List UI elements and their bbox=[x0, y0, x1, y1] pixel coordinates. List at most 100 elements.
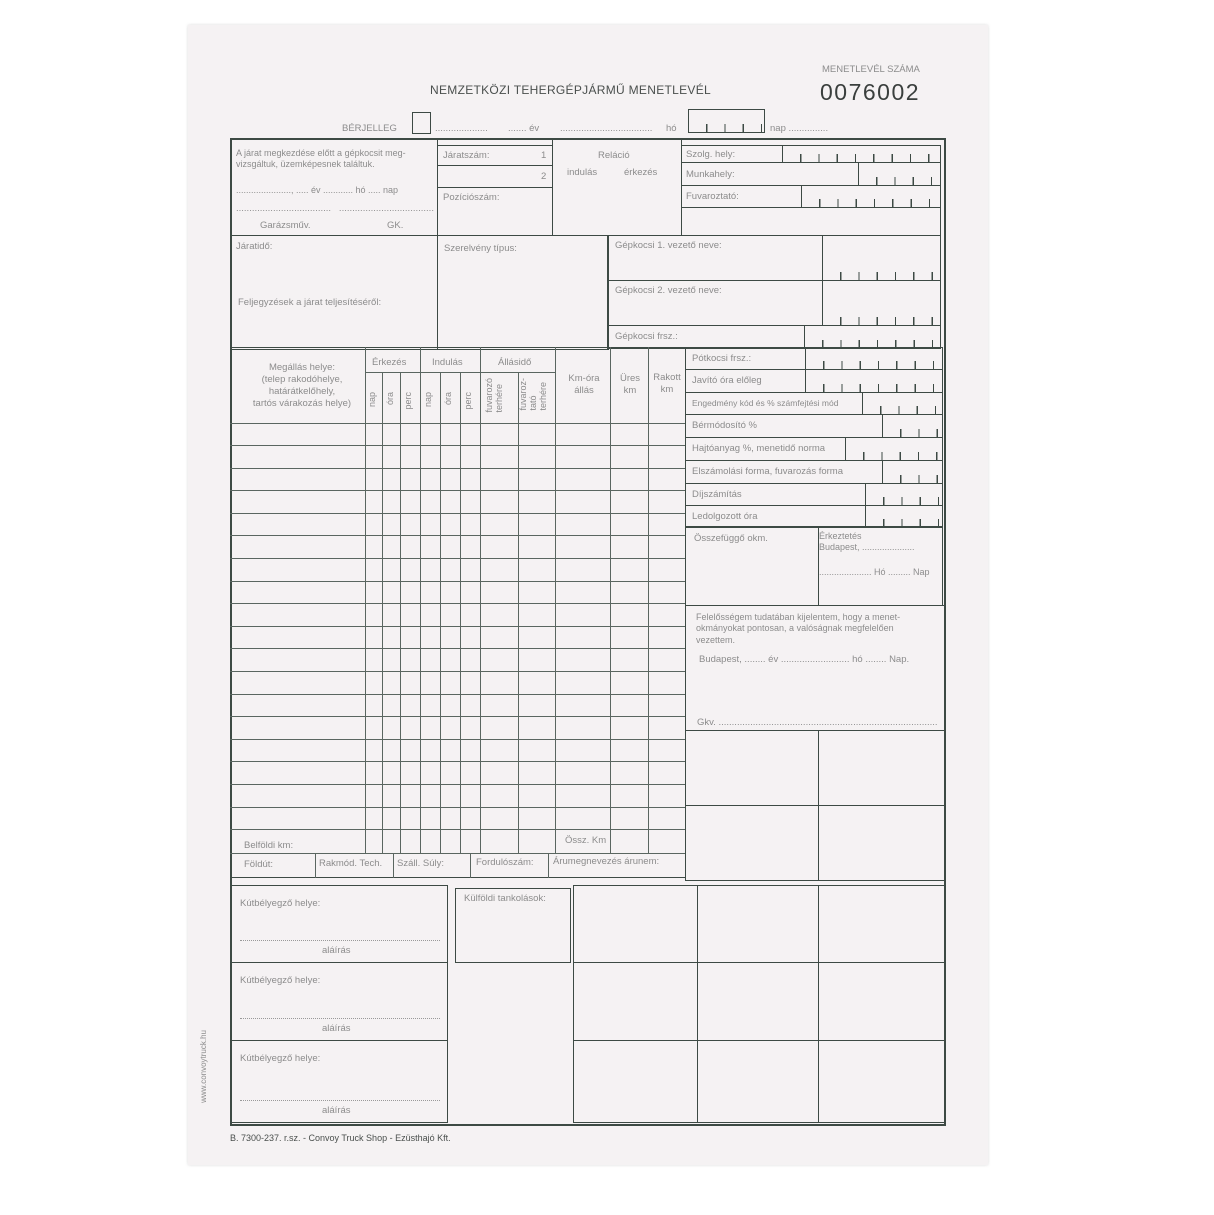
blank-cell[interactable] bbox=[685, 805, 819, 881]
table-row[interactable] bbox=[230, 467, 686, 469]
month-code-box[interactable] bbox=[688, 109, 765, 133]
column-line bbox=[548, 853, 549, 878]
stamp-cell[interactable] bbox=[697, 1040, 819, 1123]
form-number: 0076002 bbox=[820, 79, 921, 105]
kutbelyegzo-cell[interactable] bbox=[230, 1040, 448, 1123]
table-row[interactable] bbox=[230, 580, 686, 582]
right-field-label: Bérmódosító % bbox=[692, 420, 757, 431]
table-row[interactable] bbox=[230, 716, 686, 718]
column-line bbox=[420, 347, 421, 853]
erkezes-header: Érkezés bbox=[372, 357, 407, 368]
indulas-label: indulás bbox=[567, 167, 598, 178]
code-box[interactable] bbox=[804, 325, 941, 349]
table-row[interactable] bbox=[230, 829, 686, 831]
foldut-label: Földút: bbox=[244, 859, 274, 870]
stamp-cell[interactable] bbox=[573, 885, 698, 963]
szall-suly-label: Száll. Súly: bbox=[397, 858, 444, 869]
code-box[interactable] bbox=[862, 392, 943, 415]
table-row[interactable] bbox=[230, 490, 686, 492]
footer-text: B. 7300-237. r.sz. - Convoy Truck Shop -… bbox=[230, 1133, 451, 1143]
stamp-cell[interactable] bbox=[573, 962, 698, 1041]
code-box[interactable] bbox=[805, 347, 943, 370]
code-box[interactable] bbox=[801, 185, 941, 208]
aru-label: Árumegnevezés árunem: bbox=[553, 856, 660, 867]
code-box[interactable] bbox=[865, 483, 943, 506]
table-row[interactable] bbox=[230, 558, 686, 559]
kulfoldi-label: Külföldi tankolások: bbox=[464, 893, 546, 904]
right-field-label: Hajtóanyag %, menetidő norma bbox=[692, 443, 826, 454]
right-field-label: Elszámolási forma, fuvarozás forma bbox=[692, 466, 843, 477]
month-label: hó bbox=[666, 123, 677, 134]
stamp-cell[interactable] bbox=[818, 885, 945, 963]
ures-header: Üres km bbox=[619, 373, 641, 396]
ind-ora: óra bbox=[443, 392, 453, 406]
signature-line bbox=[240, 940, 440, 941]
fill-line: .................... bbox=[435, 123, 488, 134]
ind-perc: perc bbox=[463, 392, 473, 410]
stamp-cell[interactable] bbox=[818, 962, 945, 1041]
side-url: www.convoytruck.hu bbox=[199, 1030, 208, 1103]
fuvarozo-terhere: fuvarozó terhére bbox=[484, 378, 504, 413]
table-row[interactable] bbox=[230, 625, 686, 627]
feljegyzesek-label: Feljegyzések a járat teljesítéséről: bbox=[238, 297, 382, 308]
szerelveny-cell[interactable] bbox=[437, 235, 609, 350]
kmora-header: Km-óra állás bbox=[568, 373, 600, 396]
inspection-date: ......................, ..... év .......… bbox=[236, 185, 399, 195]
alairas-label: aláírás bbox=[322, 1023, 351, 1034]
blank-code-row[interactable] bbox=[681, 207, 941, 236]
table-row[interactable] bbox=[230, 445, 686, 446]
table-row[interactable] bbox=[230, 535, 686, 537]
code-box[interactable] bbox=[822, 280, 941, 326]
kutbelyegzo-label: Kútbélyegző helye: bbox=[240, 1053, 321, 1064]
rakott-header: Rakott km bbox=[653, 372, 681, 395]
table-row[interactable] bbox=[230, 671, 686, 672]
table-row[interactable] bbox=[230, 603, 686, 605]
szolg-label: Szolg. hely: bbox=[686, 149, 736, 160]
blank-cell[interactable] bbox=[818, 805, 945, 881]
belfoldi-row-line bbox=[230, 853, 686, 854]
stamp-cell[interactable] bbox=[818, 1040, 945, 1123]
jaratszam-2[interactable] bbox=[437, 165, 553, 188]
gkv-line: Gkv. ...................................… bbox=[697, 717, 938, 728]
code-box[interactable] bbox=[882, 460, 943, 484]
table-row[interactable] bbox=[230, 806, 686, 808]
alairas-label: aláírás bbox=[322, 1105, 351, 1116]
right-field-label: Díjszámítás bbox=[692, 489, 742, 500]
header-bottom-line bbox=[230, 423, 686, 424]
erkeztetes-label: Érkeztetés Budapest, ...................… bbox=[819, 531, 915, 553]
declaration-text: Felelősségem tudatában kijelentem, hogy … bbox=[696, 612, 901, 645]
code-box[interactable] bbox=[845, 437, 943, 461]
table-row[interactable] bbox=[230, 761, 686, 763]
code-box[interactable] bbox=[782, 145, 941, 163]
kulfoldi-tankolasok-cell[interactable] bbox=[455, 888, 571, 963]
code-box[interactable] bbox=[882, 414, 943, 438]
jaratszam-2-num: 2 bbox=[541, 171, 547, 182]
erkezes-label: érkezés bbox=[624, 167, 658, 178]
berjelleg-box[interactable] bbox=[412, 112, 431, 134]
berjelleg-label: BÉRJELLEG bbox=[342, 123, 397, 134]
code-box[interactable] bbox=[865, 505, 943, 528]
column-line bbox=[518, 372, 519, 853]
column-line bbox=[440, 372, 441, 853]
stamp-cell[interactable] bbox=[697, 885, 819, 963]
column-line bbox=[480, 347, 481, 853]
stamp-cell[interactable] bbox=[697, 962, 819, 1041]
table-row[interactable] bbox=[230, 693, 686, 695]
signature-line bbox=[240, 1018, 440, 1019]
stamp-cell[interactable] bbox=[573, 1040, 698, 1123]
table-row[interactable] bbox=[230, 648, 686, 650]
ossz-km-label: Össz. Km bbox=[565, 835, 607, 846]
code-box[interactable] bbox=[822, 235, 941, 281]
jaratszam-1-num: 1 bbox=[541, 150, 547, 161]
code-box[interactable] bbox=[858, 162, 941, 186]
day-label: nap ............... bbox=[770, 123, 829, 134]
table-row[interactable] bbox=[230, 784, 686, 785]
rakmod-label: Rakmód. Tech. bbox=[319, 858, 383, 869]
table-row[interactable] bbox=[230, 512, 686, 514]
blank-cell[interactable] bbox=[818, 730, 945, 806]
table-row[interactable] bbox=[230, 738, 686, 740]
blank-cell[interactable] bbox=[685, 730, 819, 806]
code-box[interactable] bbox=[805, 369, 943, 393]
jaratido-label: Járatidő: bbox=[236, 241, 273, 252]
form-sheet bbox=[188, 25, 988, 1165]
